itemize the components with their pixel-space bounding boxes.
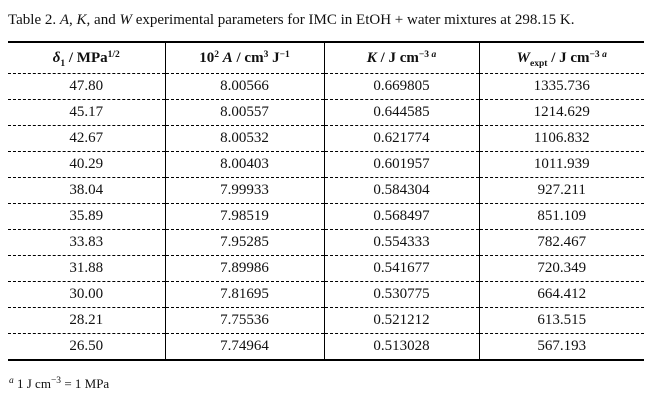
table-cell: 33.83 [8, 229, 165, 256]
table-cell: 851.109 [478, 203, 644, 230]
table-cell: 31.88 [8, 255, 165, 282]
table-cell: 0.568497 [323, 203, 479, 230]
parameters-table: δ1 / MPa1/2 102 A / cm3 J−1 K / J cm−3 a We… [8, 41, 644, 361]
table-cell: 8.00566 [164, 73, 324, 100]
column-header-W-expt-parameter: Wexpt / J cm−3 a [478, 42, 644, 74]
table-cell: 35.89 [8, 203, 165, 230]
table-cell: 7.74964 [164, 333, 324, 360]
table-cell: 664.412 [478, 281, 644, 308]
table-cell: 0.530775 [323, 281, 479, 308]
table-cell: 720.349 [478, 255, 644, 282]
table-cell: 26.50 [69, 338, 104, 354]
table-cell: 1106.832 [478, 125, 644, 152]
table-cell: 0.601957 [323, 151, 479, 178]
table-cell: 0.621774 [323, 125, 479, 152]
table-row: 30.00 7.81695 0.530775 664.412 [8, 281, 644, 308]
table-cell: 0.644585 [323, 99, 479, 126]
table-cell: 0.584304 [323, 177, 479, 204]
table-cell: 30.00 [8, 281, 165, 308]
table-cell: 782.467 [478, 229, 644, 256]
table-cell: 8.00557 [164, 99, 324, 126]
table-cell: 45.17 [8, 99, 165, 126]
table-row: 31.88 7.89986 0.541677 720.349 [8, 255, 644, 282]
table-cell: 7.89986 [164, 255, 324, 282]
table-cell: 0.554333 [323, 229, 479, 256]
table-cell: 0.541677 [323, 255, 479, 282]
table-cell: 1335.736 [478, 73, 644, 100]
table-row: 26.50 7.74964 0.513028 567.193 [8, 333, 644, 360]
table-row: 40.29 8.00403 0.601957 1011.939 [8, 151, 644, 178]
table-cell: 28.21 [8, 307, 165, 334]
table-row: 38.04 7.99933 0.584304 927.211 [8, 177, 644, 204]
column-header-K-parameter: K / J cm−3 a [323, 42, 479, 74]
table-row: 28.21 7.75536 0.521212 613.515 [8, 307, 644, 334]
table-cell: 7.95285 [164, 229, 324, 256]
table-cell: 1214.629 [478, 99, 644, 126]
table-cell: 567.193 [478, 333, 644, 360]
table-cell: 0.513028 [323, 333, 479, 360]
table-cell: 8.00403 [164, 151, 324, 178]
table-caption: Table 2. A, K, and W experimental parame… [8, 12, 575, 28]
table-cell: 0.521212 [323, 307, 479, 334]
table-row: 33.83 7.95285 0.554333 782.467 [8, 229, 644, 256]
table-cell: 47.80 [8, 73, 165, 100]
table-cell: 1011.939 [478, 151, 644, 178]
table-row: 45.17 8.00557 0.644585 1214.629 [8, 99, 644, 126]
table-row: 42.67 8.00532 0.621774 1106.832 [8, 125, 644, 152]
table-cell: 7.98519 [164, 203, 324, 230]
table-row: 47.80 8.00566 0.669805 1335.736 [8, 73, 644, 100]
column-header-delta1-solubility-parameter: δ1 / MPa1/2 [8, 42, 165, 74]
table-cell: 7.99933 [164, 177, 324, 204]
table-cell: 8.00532 [164, 125, 324, 152]
table-row: 35.89 7.98519 0.568497 851.109 [8, 203, 644, 230]
document-page: Table 2. A, K, and W experimental parame… [8, 12, 644, 391]
table-cell: 613.515 [478, 307, 644, 334]
table-cell: 7.75536 [164, 307, 324, 334]
table-cell: 42.67 [8, 125, 165, 152]
table-cell: 38.04 [8, 177, 165, 204]
header-row: δ1 / MPa1/2 102 A / cm3 J−1 K / J cm−3 a We… [8, 42, 644, 74]
table-footnote: a 1 J cm−3 = 1 MPa [9, 376, 110, 391]
table-cell: 7.81695 [164, 281, 324, 308]
table-cell: 927.211 [478, 177, 644, 204]
column-header-A-parameter: 102 A / cm3 J−1 [164, 42, 324, 74]
table-cell: 40.29 [8, 151, 165, 178]
table-body: 47.80 8.00566 0.669805 1335.736 45.17 8.00557… [8, 73, 644, 360]
table-cell: 0.669805 [323, 73, 479, 100]
